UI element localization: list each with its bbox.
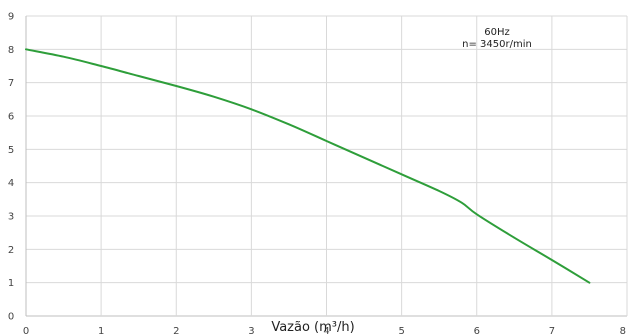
y-tick-label: 0 <box>8 312 14 323</box>
y-tick-label: 5 <box>8 145 14 156</box>
annotation-frequency: 60Hz <box>484 27 510 38</box>
y-tick-label: 8 <box>8 45 14 56</box>
y-tick-label: 6 <box>8 112 14 123</box>
x-tick-label: 3 <box>248 326 254 335</box>
grid-layer <box>25 15 628 317</box>
y-tick-label: 9 <box>8 12 14 23</box>
y-tick-label: 7 <box>8 78 14 89</box>
x-tick-label: 2 <box>173 326 179 335</box>
annotation-speed: n= 3450r/min <box>462 39 532 50</box>
y-tick-label: 2 <box>8 245 14 256</box>
series-line <box>25 48 591 284</box>
y-tick-labels: 0 1 2 3 4 5 6 7 8 9 <box>8 12 14 323</box>
x-tick-label: 6 <box>474 326 480 335</box>
x-tick-labels: 0 1 2 3 4 5 6 7 8 <box>23 326 626 335</box>
x-tick-label: 5 <box>398 326 404 335</box>
x-tick-label: 1 <box>98 326 104 335</box>
x-axis-label: Vazão (m³/h) <box>271 320 354 335</box>
y-tick-label: 1 <box>8 278 14 289</box>
y-tick-label: 3 <box>8 212 14 223</box>
x-tick-label: 8 <box>620 326 626 335</box>
x-tick-label: 0 <box>23 326 29 335</box>
y-tick-label: 4 <box>8 178 14 189</box>
x-tick-label: 7 <box>549 326 555 335</box>
x-tick-label: 4 <box>323 326 329 335</box>
